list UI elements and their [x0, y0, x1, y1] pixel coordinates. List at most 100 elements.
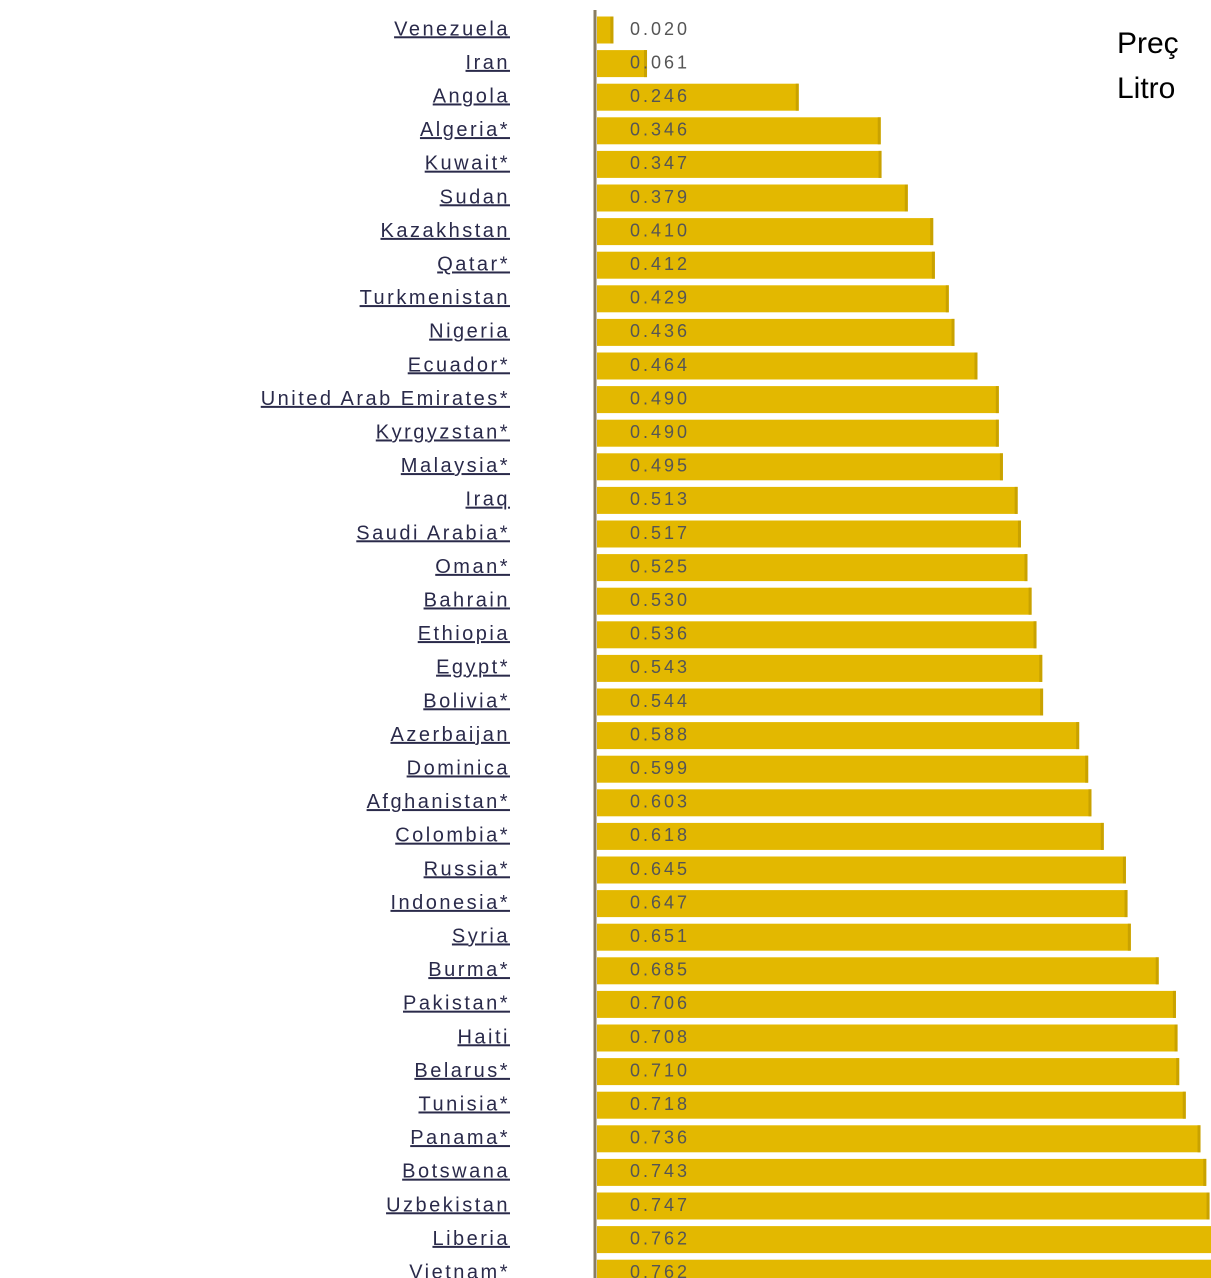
- value-label: 0.706: [630, 993, 690, 1013]
- category-label: Malaysia*: [401, 455, 510, 477]
- category-label: Dominica: [407, 757, 510, 779]
- category-label: Oman*: [435, 556, 510, 578]
- category-label: Saudi Arabia*: [356, 522, 510, 544]
- category-label: Botswana: [402, 1161, 510, 1183]
- bar: [597, 386, 999, 414]
- bar: [597, 83, 799, 111]
- value-label: 0.020: [630, 19, 690, 39]
- bar: [597, 16, 614, 44]
- bar-edge: [1088, 789, 1092, 817]
- bar: [597, 755, 1089, 783]
- category-label: Qatar*: [437, 253, 510, 275]
- bar-edge: [610, 16, 614, 44]
- value-label: 0.530: [630, 590, 690, 610]
- bar: [597, 1192, 1210, 1220]
- category-label: Afghanistan*: [367, 791, 510, 813]
- bar: [597, 621, 1037, 649]
- bar: [597, 554, 1028, 582]
- value-label: 0.645: [630, 859, 690, 879]
- bar: [597, 654, 1043, 682]
- bar-edge: [1014, 486, 1018, 514]
- bar: [597, 957, 1159, 985]
- bar-edge: [1155, 957, 1159, 985]
- category-label: Haiti: [457, 1026, 510, 1048]
- bar-edge: [1176, 1058, 1180, 1086]
- bar: [597, 890, 1128, 918]
- bar-edge: [1100, 822, 1104, 850]
- bar: [597, 1158, 1207, 1186]
- value-label: 0.736: [630, 1128, 690, 1148]
- value-label: 0.599: [630, 758, 690, 778]
- bar: [597, 50, 648, 78]
- bar: [597, 251, 935, 279]
- value-label: 0.513: [630, 489, 690, 509]
- bar: [597, 1226, 1211, 1254]
- chart-title: Litro: [1117, 72, 1175, 105]
- bar: [597, 1024, 1178, 1052]
- category-label: Egypt*: [436, 657, 510, 679]
- bar-edge: [999, 453, 1003, 481]
- bar-edge: [995, 419, 999, 447]
- value-label: 0.762: [630, 1262, 690, 1278]
- bar-edge: [1172, 990, 1176, 1018]
- category-label: Russia*: [424, 858, 510, 880]
- value-label: 0.436: [630, 321, 690, 341]
- value-label: 0.410: [630, 220, 690, 240]
- chart-title: Preç: [1117, 27, 1179, 60]
- value-label: 0.747: [630, 1195, 690, 1215]
- value-label: 0.061: [630, 52, 690, 72]
- value-label: 0.464: [630, 355, 690, 375]
- bar: [597, 587, 1032, 615]
- bar-edge: [945, 285, 949, 313]
- bar-edge: [1085, 755, 1089, 783]
- bar-edge: [878, 150, 882, 178]
- category-label: Azerbaijan: [390, 724, 510, 746]
- bar: [597, 318, 955, 346]
- bar-edge: [795, 83, 799, 111]
- value-label: 0.543: [630, 657, 690, 677]
- value-label: 0.710: [630, 1060, 690, 1080]
- category-label: Indonesia*: [390, 892, 510, 914]
- category-label: Bolivia*: [423, 690, 510, 712]
- value-label: 0.490: [630, 388, 690, 408]
- bar: [597, 789, 1092, 817]
- category-label: Pakistan*: [403, 993, 510, 1015]
- value-label: 0.495: [630, 456, 690, 476]
- category-label: Liberia: [432, 1228, 510, 1250]
- value-label: 0.544: [630, 691, 690, 711]
- category-label: Venezuela: [394, 18, 510, 40]
- value-label: 0.379: [630, 187, 690, 207]
- category-label: Syria: [452, 925, 510, 947]
- category-label: Algeria*: [420, 119, 510, 141]
- category-label: Panama*: [410, 1127, 510, 1149]
- bar: [597, 688, 1044, 716]
- category-label: Angola: [433, 85, 510, 107]
- bar-edge: [930, 218, 934, 246]
- bar: [597, 822, 1104, 850]
- bar: [597, 453, 1003, 481]
- bar-edge: [1127, 923, 1131, 951]
- bar-edge: [1122, 856, 1126, 884]
- value-label: 0.718: [630, 1094, 690, 1114]
- value-label: 0.603: [630, 792, 690, 812]
- bar: [597, 990, 1176, 1018]
- value-label: 0.618: [630, 825, 690, 845]
- category-label: Kazakhstan: [380, 220, 510, 242]
- bar-edge: [1197, 1125, 1201, 1153]
- bar: [597, 1058, 1180, 1086]
- category-label: Burma*: [428, 959, 510, 981]
- category-label: Colombia*: [395, 825, 510, 847]
- bar-edge: [1203, 1158, 1207, 1186]
- bar: [597, 486, 1018, 514]
- bar: [597, 520, 1021, 548]
- bar-edge: [931, 251, 935, 279]
- category-label: Kuwait*: [425, 153, 510, 175]
- bar: [597, 218, 934, 246]
- bar-edge: [904, 184, 908, 212]
- value-label: 0.525: [630, 556, 690, 576]
- bar-edge: [1033, 621, 1037, 649]
- bar-edge: [1040, 688, 1044, 716]
- bar-edge: [1024, 554, 1028, 582]
- value-label: 0.647: [630, 892, 690, 912]
